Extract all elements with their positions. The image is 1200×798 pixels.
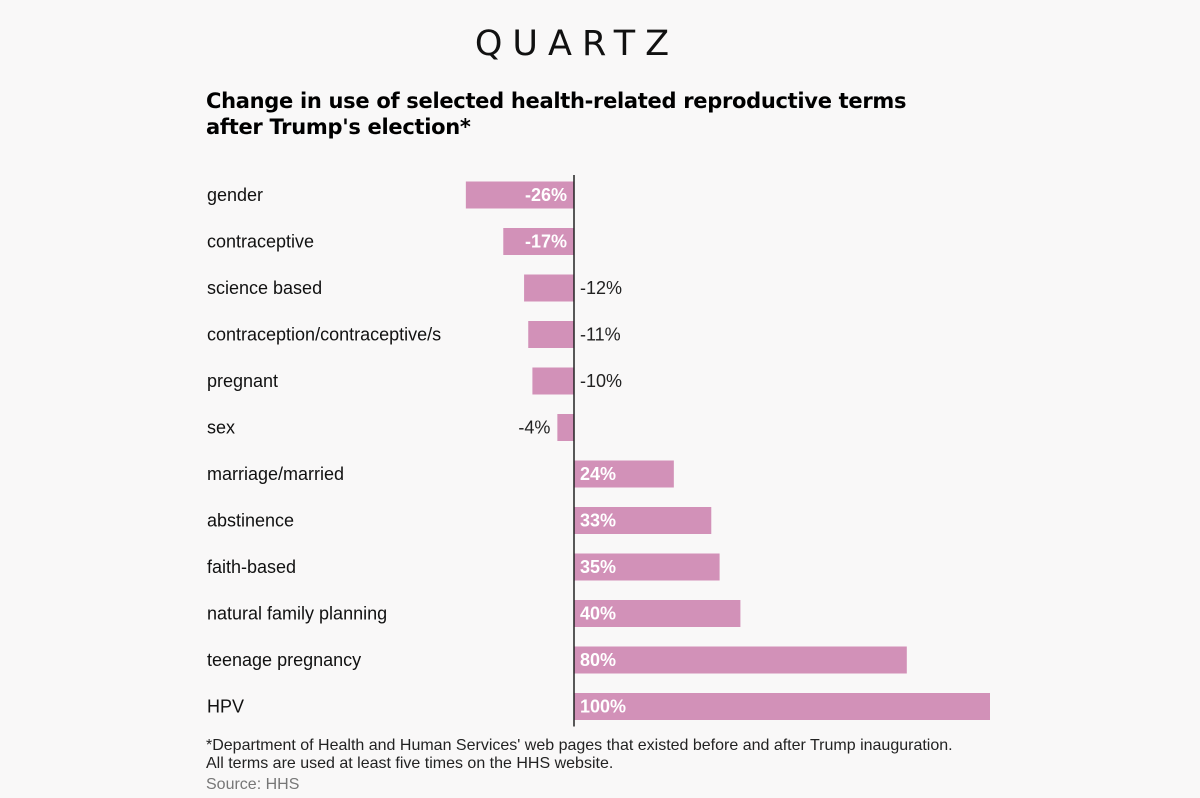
bar (465, 181, 574, 209)
category-label: faith-based (207, 557, 296, 577)
bar (524, 274, 574, 302)
bar (557, 414, 574, 441)
bar-value-label: 80% (580, 650, 616, 670)
category-label: contraception/contraceptive/s (207, 325, 441, 345)
bar (574, 646, 907, 674)
bar-value-label: -10% (580, 371, 622, 391)
category-label: science based (207, 278, 322, 298)
bar-value-label: -11% (580, 325, 621, 345)
footnote-line-1: *Department of Health and Human Services… (206, 737, 953, 754)
category-label: marriage/married (207, 464, 344, 484)
category-label: HPV (207, 697, 244, 717)
category-label: sex (207, 418, 235, 438)
category-label: pregnant (207, 371, 278, 391)
bar-value-label: -4% (518, 418, 550, 438)
bar (574, 693, 990, 720)
bar (574, 600, 741, 627)
bar-value-label: 35% (580, 557, 616, 577)
category-label: contraceptive (207, 232, 314, 252)
category-label: natural family planning (207, 604, 387, 624)
bar-value-label: 33% (580, 511, 616, 531)
category-label: abstinence (207, 511, 294, 531)
bar-value-label: -12% (580, 278, 622, 298)
source-note: Source: HHS (206, 776, 300, 793)
chart-title: Change in use of selected health-related… (206, 89, 907, 139)
bar-value-label: 24% (580, 464, 616, 484)
category-label: gender (207, 185, 263, 205)
bar (528, 321, 574, 348)
bar (503, 228, 574, 255)
bar (532, 367, 574, 395)
bar (574, 507, 712, 534)
category-label: teenage pregnancy (207, 650, 361, 670)
bar-value-label: 40% (580, 604, 616, 624)
bar-value-label: -26% (525, 185, 567, 205)
bar-value-label: -17% (525, 232, 567, 252)
brand-logo: QUARTZ (474, 24, 680, 64)
bar (574, 460, 674, 488)
bar (574, 553, 720, 581)
footnote: *Department of Health and Human Services… (206, 737, 1106, 773)
bar-value-label: 100% (580, 697, 626, 717)
footnote-line-2: All terms are used at least five times o… (206, 755, 614, 772)
